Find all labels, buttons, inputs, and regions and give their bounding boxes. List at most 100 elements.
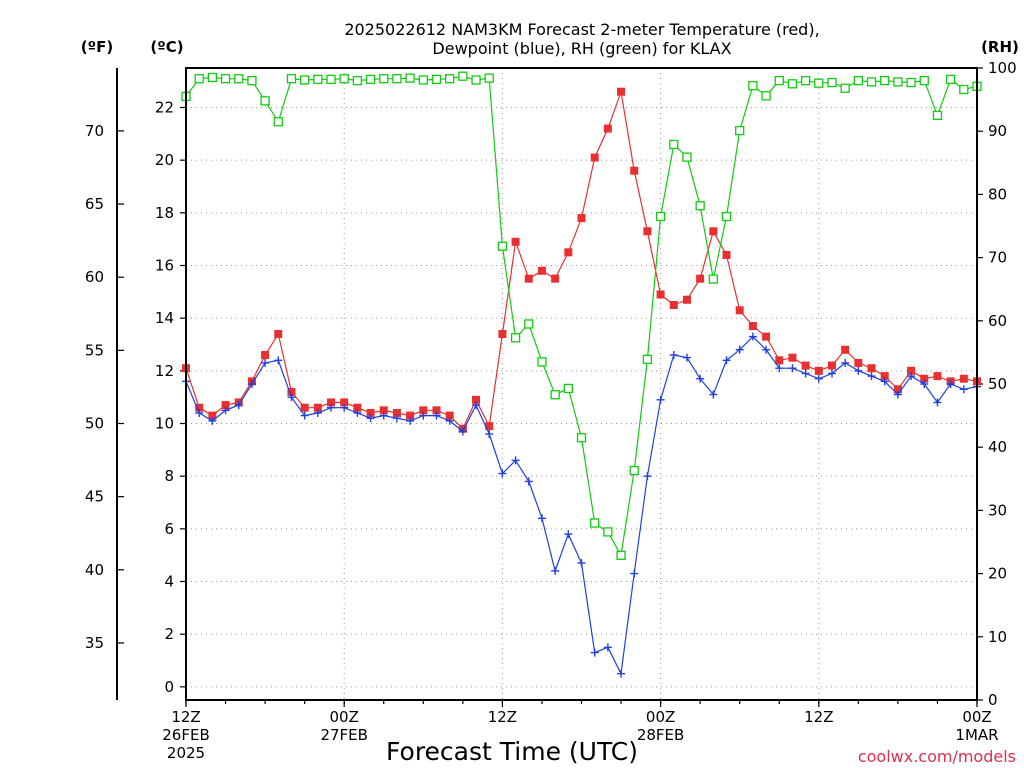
- time-tick-label: 12Z: [171, 708, 200, 726]
- time-tick-label: 00Z: [330, 708, 359, 726]
- temperature-point: [511, 237, 520, 246]
- dewpoint-point: [735, 345, 744, 354]
- fahrenheit-axis: 35 40 45 50 55 60 65 70: [85, 68, 124, 700]
- rh-point: [339, 74, 349, 84]
- rh-point: [286, 74, 297, 84]
- dewpoint-point: [208, 416, 217, 425]
- temperature-point: [327, 398, 336, 407]
- dewpoint-point: [682, 353, 691, 362]
- temperature-point: [498, 329, 507, 338]
- dewpoint-point: [827, 369, 836, 378]
- dewpoint-point: [893, 390, 902, 399]
- unit-label-rh: (RH): [981, 38, 1019, 56]
- rh-point: [945, 74, 956, 85]
- temperature-point: [959, 374, 968, 383]
- temperature-point: [419, 406, 428, 415]
- temperature-point: [788, 353, 797, 362]
- rh-point: [840, 83, 850, 93]
- dewpoint-point: [524, 477, 533, 486]
- temperature-point: [353, 403, 362, 412]
- rh-point: [695, 201, 705, 211]
- rh-point: [893, 77, 903, 87]
- rh-line: [185, 75, 978, 558]
- celsius-tick-label: 22: [155, 99, 174, 117]
- fahrenheit-tick-label: 45: [85, 488, 104, 506]
- rh-point: [761, 91, 771, 101]
- dewpoint-point: [920, 380, 929, 388]
- temperature-point: [722, 250, 731, 259]
- temperature-point: [379, 406, 388, 415]
- dewpoint-point: [775, 364, 784, 373]
- rh-tick-label: 20: [988, 565, 1007, 583]
- time-tick-label: 1MAR: [955, 726, 998, 744]
- dewpoint-point: [907, 372, 916, 381]
- rh-point: [655, 211, 666, 222]
- temperature-point: [801, 361, 810, 370]
- dewpoint-point: [841, 358, 850, 367]
- time-tick-label: 00Z: [646, 708, 675, 726]
- rh-point: [563, 383, 573, 394]
- temperature-point: [814, 366, 823, 375]
- dewpoint-point: [472, 401, 481, 410]
- unit-label-fahrenheit: (ºF): [81, 38, 113, 56]
- rh-point: [431, 74, 442, 85]
- temperature-point: [445, 411, 454, 420]
- dewpoint-point: [669, 351, 678, 360]
- dewpoint-point: [617, 669, 626, 678]
- rh-point: [629, 465, 639, 476]
- dewpoint-point: [959, 385, 968, 394]
- temperature-point: [340, 398, 349, 407]
- celsius-tick-label: 14: [155, 309, 174, 327]
- temperature-point: [472, 395, 481, 404]
- rh-point: [721, 211, 732, 222]
- temperature-line: [185, 89, 978, 430]
- time-tick-label: 28FEB: [637, 726, 684, 744]
- rh-point: [220, 74, 231, 84]
- temperature-point: [432, 406, 441, 415]
- dewpoint-line: [185, 335, 978, 676]
- dewpoint-point: [722, 356, 731, 365]
- x-axis-title: Forecast Time (UTC): [386, 737, 638, 766]
- fahrenheit-tick-label: 40: [85, 561, 104, 579]
- time-tick-label: 2025: [167, 744, 205, 762]
- rh-tick-label: 60: [988, 312, 1007, 330]
- temperature-point: [709, 227, 718, 236]
- dewpoint-point: [867, 372, 876, 381]
- rh-tick-label: 50: [988, 375, 1007, 393]
- rh-point: [550, 390, 560, 400]
- rh-point: [800, 75, 811, 86]
- credit-label: coolwx.com/models: [858, 747, 1016, 766]
- dewpoint-point: [195, 408, 204, 417]
- rh-point: [510, 333, 521, 343]
- series-dewpoint: [182, 332, 981, 678]
- rh-point: [299, 75, 310, 85]
- rh-point: [405, 73, 415, 83]
- rh-tick-label: 80: [988, 185, 1007, 203]
- rh-point: [445, 74, 455, 84]
- temperature-point: [603, 124, 612, 133]
- temperature-point: [537, 266, 546, 275]
- temperature-point: [221, 401, 230, 410]
- dewpoint-point: [656, 395, 665, 404]
- unit-label-celsius: (ºC): [150, 38, 183, 56]
- dewpoint-point: [234, 401, 243, 410]
- temperature-point: [880, 372, 889, 381]
- fahrenheit-tick-label: 70: [85, 122, 104, 140]
- dewpoint-point: [247, 380, 256, 388]
- rh-point: [959, 84, 969, 95]
- temperature-point: [485, 422, 494, 431]
- celsius-tick-label: 20: [155, 151, 174, 169]
- celsius-tick-label: 2: [164, 625, 174, 643]
- temperature-point: [827, 361, 836, 370]
- rh-point: [418, 75, 428, 85]
- rh-point: [273, 117, 283, 127]
- rh-tick-label: 100: [988, 59, 1017, 77]
- temperature-point: [748, 322, 757, 331]
- fahrenheit-tick-label: 35: [85, 634, 104, 652]
- dewpoint-point: [814, 374, 823, 383]
- dewpoint-point: [854, 366, 863, 375]
- temperature-point: [696, 274, 705, 283]
- dewpoint-point: [287, 393, 296, 402]
- dewpoint-point: [603, 643, 612, 652]
- temperature-point: [630, 166, 639, 175]
